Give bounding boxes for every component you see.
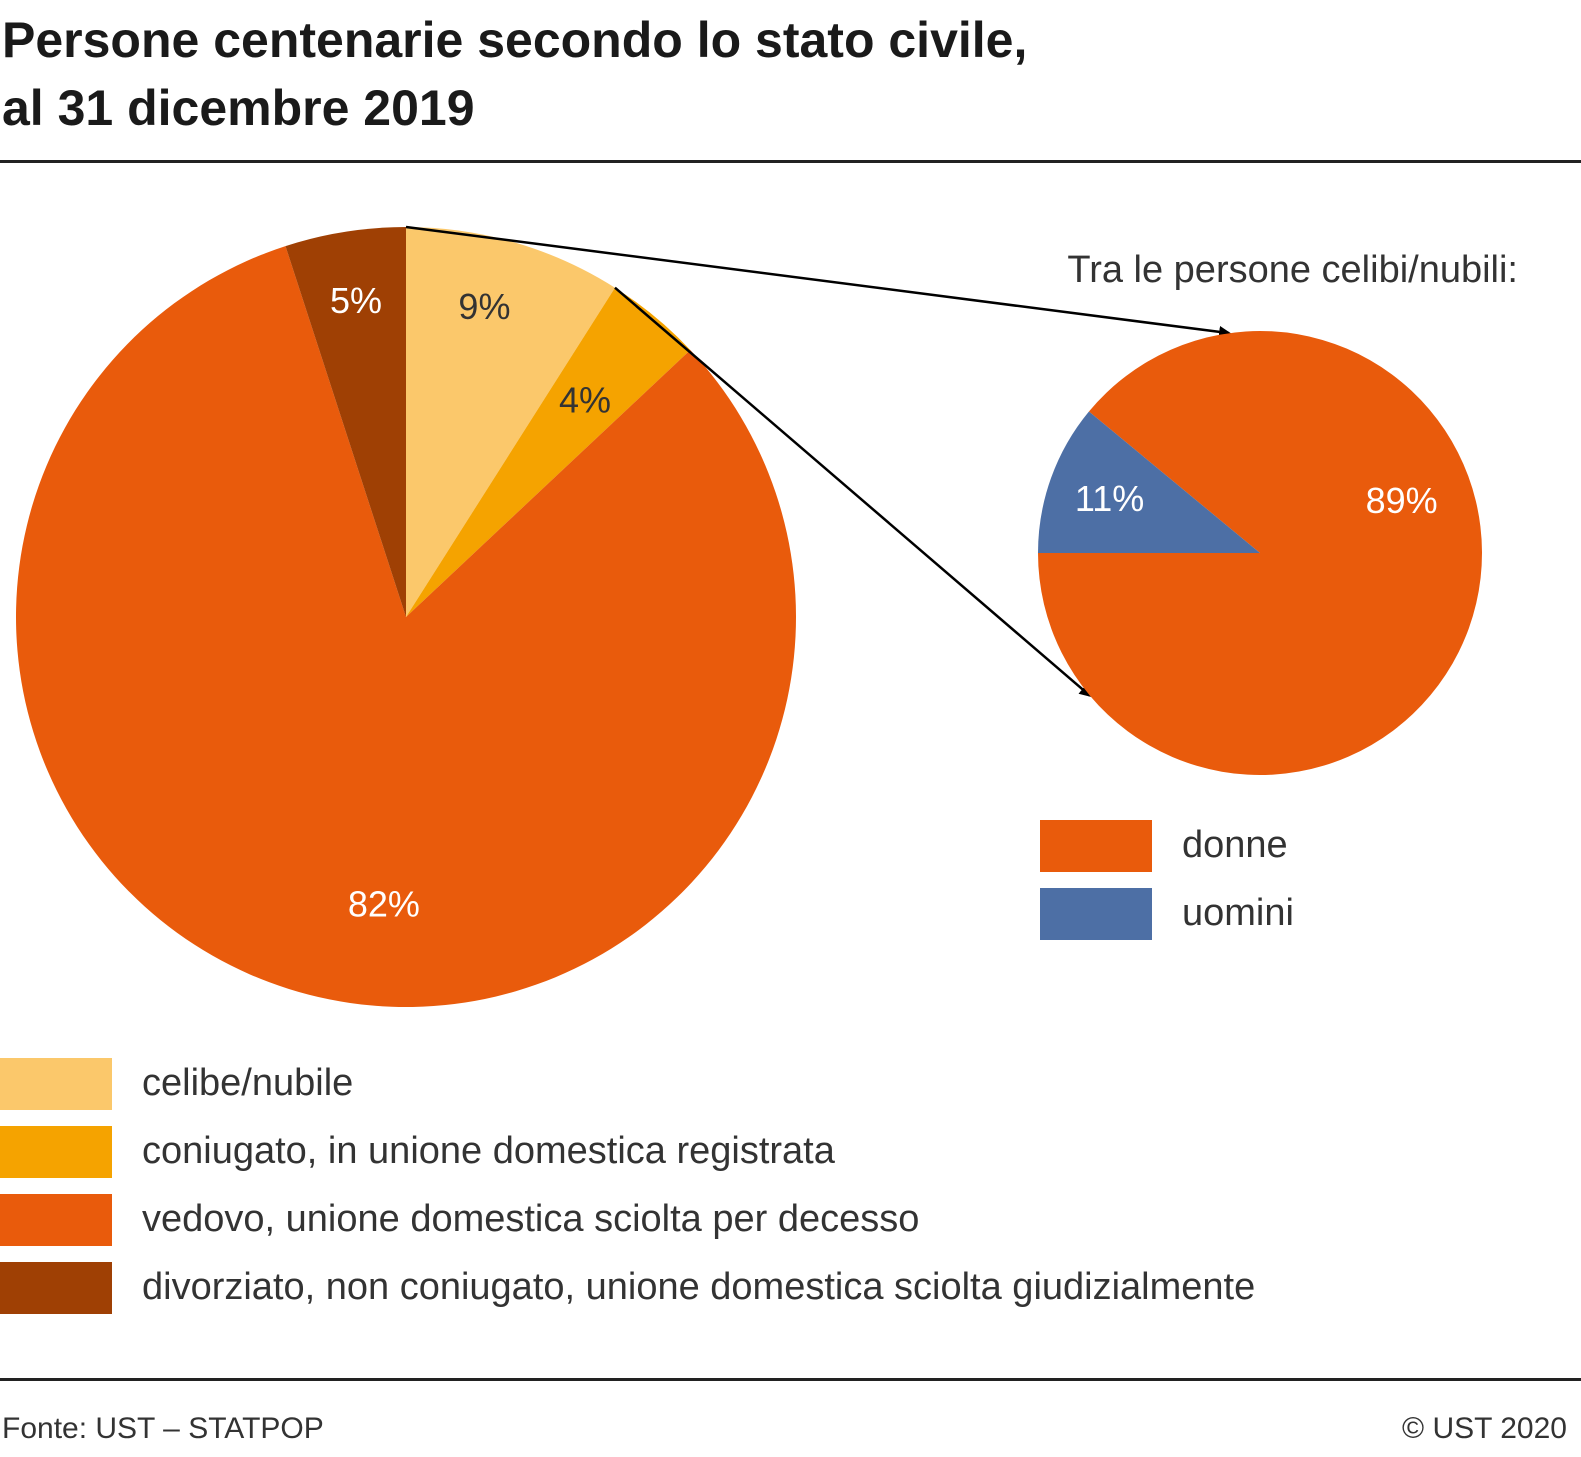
title-line-1: Persone centenarie secondo lo stato civi…	[2, 12, 1028, 68]
legend-label: divorziato, non coniugato, unione domest…	[142, 1266, 1256, 1308]
legend-swatch	[0, 1126, 112, 1178]
sub-pie-title: Tra le persone celibi/nubili:	[1067, 249, 1518, 291]
pie-charts: 9% 4% 82% 5% 89% 11% Tra le persone celibi/n…	[16, 225, 1518, 1008]
legend-label: coniugato, in unione domestica registrat…	[142, 1130, 835, 1172]
legend-label: vedovo, unione domestica sciolta per dec…	[142, 1198, 920, 1240]
connector-top	[405, 225, 1232, 338]
pie-slice-celibe	[406, 227, 615, 617]
pie-slice-coniugato	[406, 287, 691, 617]
legend-label: uomini	[1182, 892, 1294, 934]
legend-label: celibe/nubile	[142, 1062, 354, 1104]
slice-value-label: 9%	[458, 286, 510, 327]
pie-slice-donne	[1038, 330, 1482, 775]
source-note: Fonte: UST – STATPOP	[2, 1412, 324, 1445]
pie-slice-uomini	[1038, 411, 1260, 553]
chart-title: Persone centenarie secondo lo stato civi…	[2, 6, 1562, 142]
top-divider	[0, 160, 1581, 163]
connector-bottom	[614, 286, 1092, 698]
pie-slice-vedovo	[16, 246, 796, 1008]
connector-arrows	[405, 225, 1232, 698]
bottom-divider	[0, 1378, 1581, 1381]
copyright-note: © UST 2020	[1402, 1412, 1567, 1445]
slice-value-label: 5%	[330, 280, 382, 321]
legend-swatch	[0, 1058, 112, 1110]
title-line-2: al 31 dicembre 2019	[2, 80, 475, 136]
pie-slice-divorziato	[285, 227, 406, 617]
slice-value-label: 4%	[559, 380, 611, 421]
legend-swatch	[0, 1194, 112, 1246]
legend-swatch	[0, 1262, 112, 1314]
legend-swatch	[1040, 888, 1152, 940]
sub-pie: 89% 11%	[1038, 330, 1482, 775]
legend-label: donne	[1182, 824, 1288, 866]
slice-value-label: 11%	[1075, 478, 1144, 519]
main-pie: 9% 4% 82% 5%	[16, 227, 796, 1008]
slice-value-label: 89%	[1366, 480, 1438, 521]
legend-swatch	[1040, 820, 1152, 872]
slice-value-label: 82%	[348, 884, 420, 925]
